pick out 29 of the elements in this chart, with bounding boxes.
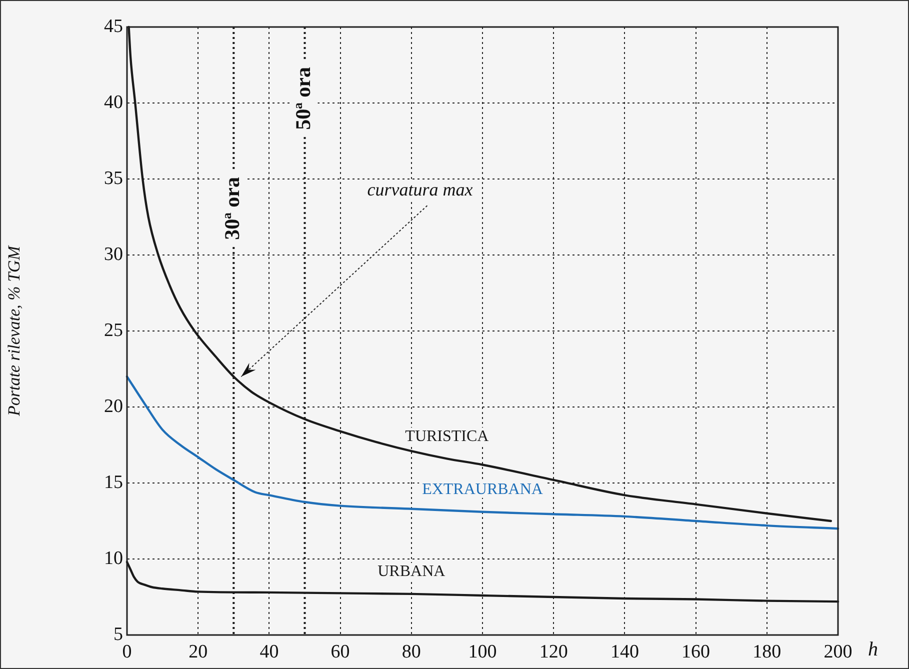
y-tick-label: 10	[104, 548, 123, 569]
x-tick-label: 140	[610, 641, 639, 662]
y-tick-label: 5	[114, 624, 123, 645]
y-tick-label: 20	[104, 396, 123, 417]
x-tick-label: 200	[824, 641, 852, 662]
ref-line-label: 50ª ora	[291, 66, 316, 130]
x-tick-label: 20	[188, 641, 208, 662]
x-tick-label: 180	[752, 641, 782, 662]
series-label: TURISTICA	[405, 428, 490, 445]
line-series	[126, 376, 840, 530]
y-tick-label: 35	[104, 168, 123, 189]
x-tick-label: 40	[260, 641, 279, 662]
x-tick-label: 80	[402, 641, 421, 662]
annotation: curvatura max	[367, 179, 473, 200]
series-label: EXTRAURBANA	[422, 481, 544, 498]
x-axis-title: h	[868, 638, 878, 660]
y-tick-label: 40	[104, 92, 123, 113]
y-tick-label: 25	[104, 320, 123, 341]
y-tick-label: 30	[104, 244, 123, 265]
series-label: URBANA	[378, 563, 446, 580]
x-tick-label: 120	[539, 641, 568, 662]
y-tick-label: 15	[104, 472, 123, 493]
x-tick-label: 60	[330, 641, 350, 662]
x-tick-label: 160	[682, 641, 710, 662]
x-tick-label: 0	[122, 641, 132, 662]
y-axis-title: Portate rilevate, % TGM	[4, 245, 24, 417]
x-tick-label: 100	[468, 641, 497, 662]
ref-line-label: 30ª ora	[220, 176, 244, 240]
y-tick-label: 45	[104, 16, 123, 37]
